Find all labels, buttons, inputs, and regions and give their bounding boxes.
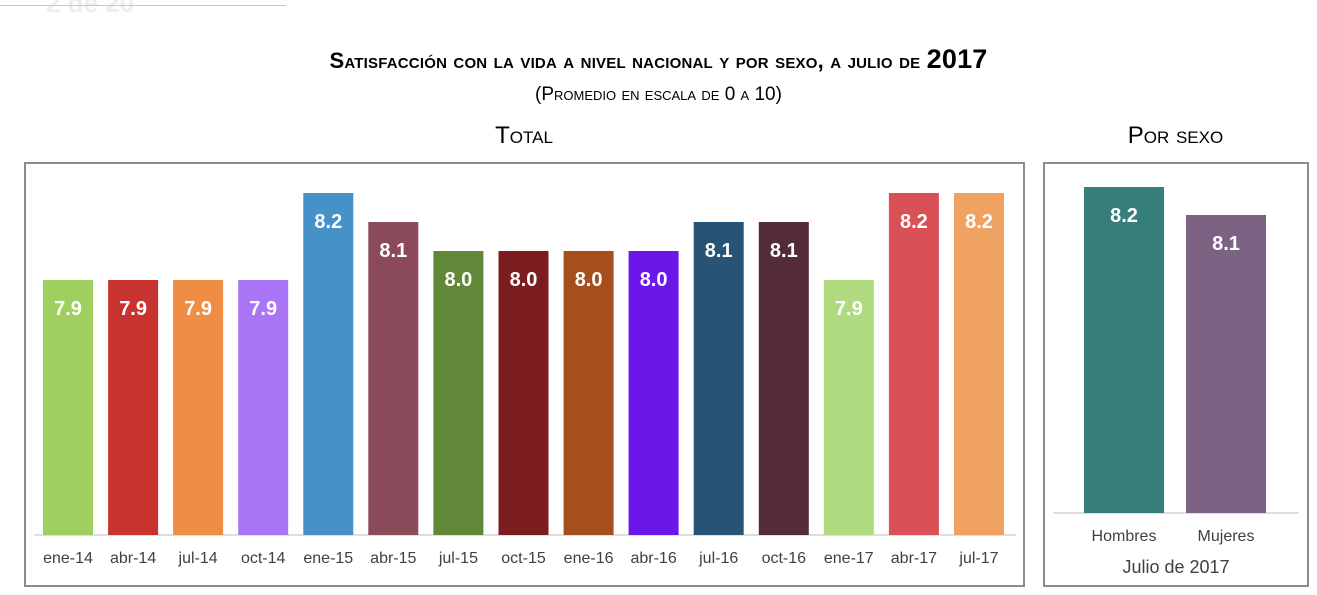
bar-oct-16 xyxy=(758,222,809,535)
bar-value-label-abr-14: 7.9 xyxy=(119,298,147,320)
x-tick-label-abr-16: abr-16 xyxy=(630,550,676,567)
bar-mujeres xyxy=(1186,215,1266,513)
bar-value-label-jul-15: 8.0 xyxy=(444,269,472,291)
bar-value-label-oct-16: 8.1 xyxy=(770,240,798,262)
bar-value-label-abr-17: 8.2 xyxy=(900,211,928,233)
bar-value-label-ene-16: 8.0 xyxy=(575,269,603,291)
chart-title-text: Satisfacción con la vida a nivel naciona… xyxy=(329,48,921,73)
bar-value-label-jul-16: 8.1 xyxy=(705,240,733,262)
x-tick-label-ene-17: ene-17 xyxy=(824,550,874,567)
bar-abr-15 xyxy=(368,222,419,535)
x-tick-label-abr-15: abr-15 xyxy=(370,550,416,567)
x-tick-label-hombres: Hombres xyxy=(1092,528,1157,545)
x-tick-label-oct-15: oct-15 xyxy=(501,550,546,567)
bar-value-label-jul-14: 7.9 xyxy=(184,298,212,320)
bar-ene-17 xyxy=(823,280,874,535)
bar-value-label-mujeres: 8.1 xyxy=(1212,233,1240,255)
x-tick-label-ene-14: ene-14 xyxy=(43,550,93,567)
x-tick-label-oct-14: oct-14 xyxy=(241,550,286,567)
chart-subtitle: (Promedio en escala de 0 a 10) xyxy=(535,84,782,105)
total-chart: 7.9 ene-14 7.9 abr-14 7.9 jul-14 7.9 oct-14 8.2 e… xyxy=(34,193,1016,567)
x-tick-label-abr-14: abr-14 xyxy=(110,550,156,567)
bar-value-label-ene-14: 7.9 xyxy=(54,298,82,320)
bar-value-label-oct-15: 8.0 xyxy=(510,269,538,291)
x-tick-label-jul-16: jul-16 xyxy=(698,550,738,567)
chart-title-year: 2017 xyxy=(926,44,988,74)
bar-value-label-ene-15: 8.2 xyxy=(314,211,342,233)
bar-value-label-hombres: 8.2 xyxy=(1110,205,1138,227)
bar-jul-16 xyxy=(693,222,744,535)
bar-hombres xyxy=(1084,187,1164,513)
bar-value-label-abr-15: 8.1 xyxy=(379,240,407,262)
bar-abr-14 xyxy=(108,280,159,535)
x-tick-label-mujeres: Mujeres xyxy=(1198,528,1255,545)
x-tick-label-abr-17: abr-17 xyxy=(891,550,937,567)
bar-jul-15 xyxy=(433,251,484,535)
x-tick-label-oct-16: oct-16 xyxy=(762,550,807,567)
bar-value-label-ene-17: 7.9 xyxy=(835,298,863,320)
x-tick-label-jul-14: jul-14 xyxy=(178,550,218,567)
sex-chart: 8.2 Hombres 8.1 Mujeres xyxy=(1053,187,1299,545)
sex-group-label: Julio de 2017 xyxy=(1122,557,1230,577)
chart-title: Satisfacción con la vida a nivel naciona… xyxy=(0,44,1317,75)
bar-ene-15 xyxy=(303,193,354,535)
total-panel-title: Total xyxy=(495,122,553,149)
sex-panel-title: Por sexo xyxy=(1127,122,1224,149)
bar-value-label-oct-14: 7.9 xyxy=(249,298,277,320)
bar-abr-17 xyxy=(888,193,939,535)
x-tick-label-ene-16: ene-16 xyxy=(564,550,614,567)
bar-ene-16 xyxy=(563,251,614,535)
bar-abr-16 xyxy=(628,251,679,535)
x-tick-label-ene-15: ene-15 xyxy=(303,550,353,567)
bar-oct-14 xyxy=(238,280,289,535)
bar-value-label-jul-17: 8.2 xyxy=(965,211,993,233)
bar-value-label-abr-16: 8.0 xyxy=(640,269,668,291)
x-tick-label-jul-15: jul-15 xyxy=(438,550,478,567)
bar-oct-15 xyxy=(498,251,549,535)
bar-jul-17 xyxy=(954,193,1004,535)
x-tick-label-jul-17: jul-17 xyxy=(958,550,998,567)
bar-ene-14 xyxy=(43,280,93,535)
bar-jul-14 xyxy=(173,280,224,535)
page-divider xyxy=(0,5,286,6)
page-number: 2 de 20 xyxy=(46,0,135,18)
